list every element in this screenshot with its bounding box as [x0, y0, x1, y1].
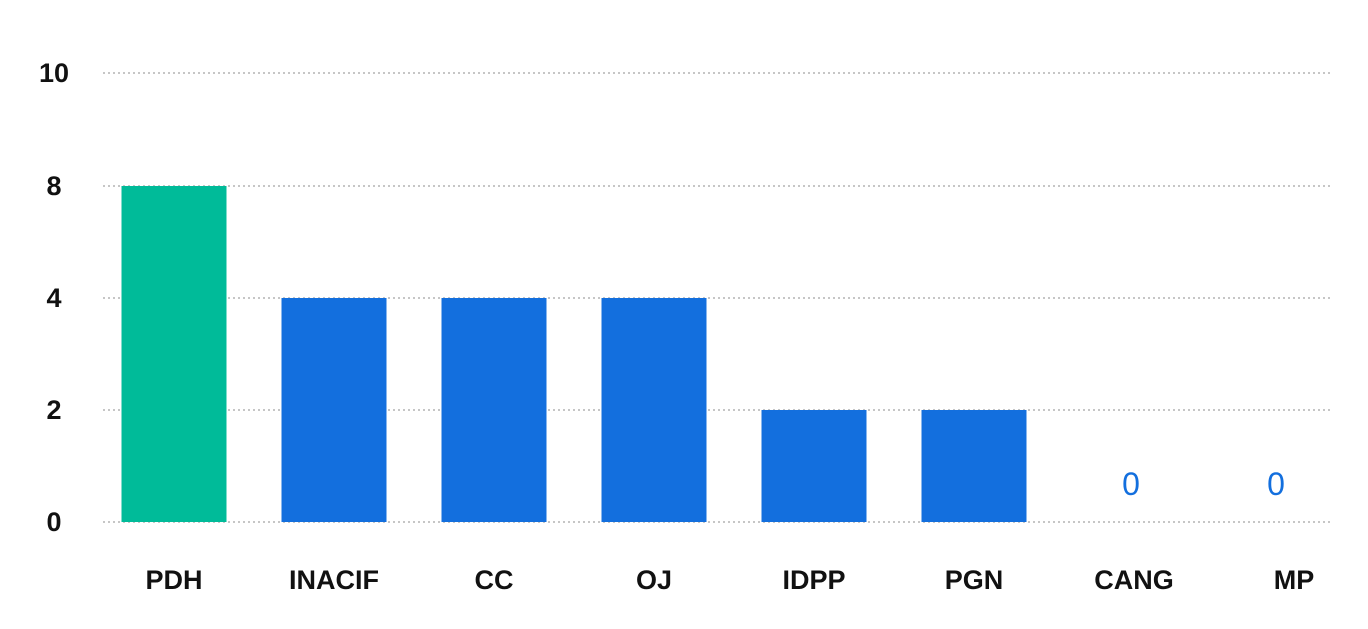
- bar-oj: [601, 298, 707, 522]
- x-tick-label: MP: [1274, 565, 1315, 595]
- y-axis-ticks: 10 8 4 2 0: [39, 58, 69, 537]
- x-tick-label: INACIF: [289, 565, 379, 595]
- bars: [121, 186, 1027, 522]
- value-label-mp: 0: [1267, 466, 1285, 502]
- y-tick-label: 4: [46, 283, 61, 313]
- y-tick-label: 10: [39, 58, 69, 88]
- bar-pdh: [121, 186, 227, 522]
- x-axis-ticks: PDH INACIF CC OJ IDPP PGN CANG MP: [145, 565, 1314, 595]
- x-tick-label: PDH: [145, 565, 202, 595]
- x-tick-label: CANG: [1094, 565, 1174, 595]
- x-tick-label: PGN: [945, 565, 1004, 595]
- bar-cc: [441, 298, 547, 522]
- y-tick-label: 8: [46, 171, 61, 201]
- bar-pgn: [921, 410, 1027, 522]
- bar-inacif: [281, 298, 387, 522]
- x-tick-label: CC: [475, 565, 514, 595]
- y-tick-label: 2: [46, 395, 61, 425]
- y-tick-label: 0: [46, 507, 61, 537]
- value-label-cang: 0: [1122, 466, 1140, 502]
- bar-idpp: [761, 410, 867, 522]
- x-tick-label: OJ: [636, 565, 672, 595]
- x-tick-label: IDPP: [782, 565, 845, 595]
